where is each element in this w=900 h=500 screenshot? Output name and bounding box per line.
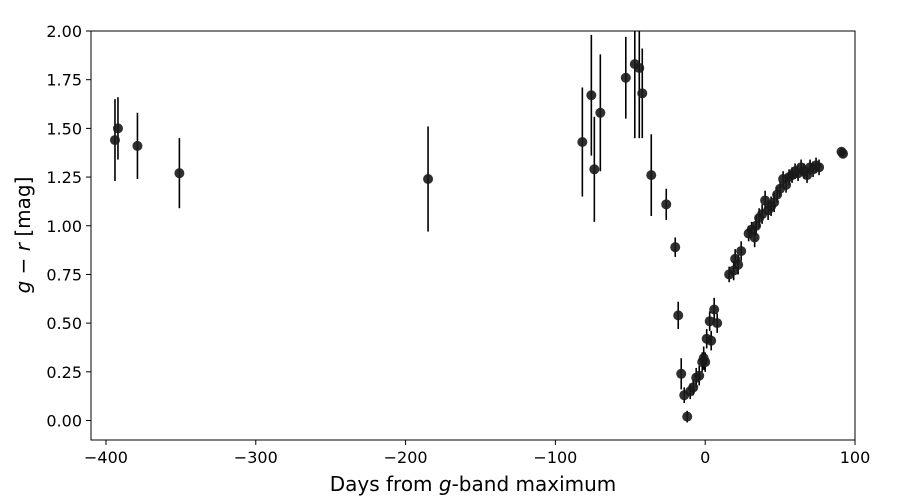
data-point	[709, 304, 720, 315]
data-point	[112, 123, 123, 134]
x-tick-label: −300	[234, 448, 278, 467]
data-point	[814, 162, 825, 173]
y-tick-label: 0.00	[46, 412, 82, 431]
data-point	[423, 174, 434, 185]
plot-frame	[90, 30, 856, 441]
data-point	[736, 246, 747, 257]
data-point	[676, 368, 687, 379]
data-point	[634, 63, 645, 74]
data-point	[174, 168, 185, 179]
data-point	[751, 220, 762, 231]
data-point	[670, 242, 681, 253]
data-point	[589, 164, 600, 175]
x-tick-label: −200	[384, 448, 428, 467]
data-point	[781, 179, 792, 190]
data-point	[712, 318, 723, 329]
data-point	[682, 411, 693, 422]
x-tick-label: −100	[533, 448, 577, 467]
x-tick-label: −400	[84, 448, 128, 467]
y-tick-label: 1.00	[46, 217, 82, 236]
data-point	[577, 137, 588, 148]
data-point	[769, 197, 780, 208]
data-point	[704, 316, 715, 327]
y-tick-label: 1.50	[46, 119, 82, 138]
data-point	[694, 370, 705, 381]
data-point	[586, 90, 597, 101]
data-point	[733, 259, 744, 270]
data-point	[595, 107, 606, 118]
y-tick-label: 0.25	[46, 363, 82, 382]
data-point	[706, 335, 717, 346]
y-tick-label: 0.75	[46, 265, 82, 284]
y-axis-label: g − r [mag]	[11, 177, 35, 294]
data-point	[700, 357, 711, 368]
y-tick-label: 1.25	[46, 168, 82, 187]
y-tick-label: 0.50	[46, 314, 82, 333]
data-point	[620, 72, 631, 83]
data-point	[109, 135, 120, 146]
y-tick-label: 1.75	[46, 71, 82, 90]
data-point	[132, 140, 143, 151]
x-tick-label: 0	[700, 448, 710, 467]
data-point	[646, 170, 657, 181]
x-axis-label: Days from g-band maximum	[330, 472, 617, 496]
data-point	[637, 88, 648, 99]
data-point	[661, 199, 672, 210]
data-point	[749, 232, 760, 243]
y-axis-ticks: 0.00 0.25 0.50 0.75 1.00 1.25 1.50 1.75 2.00	[46, 22, 91, 431]
data-point	[688, 382, 699, 393]
x-tick-label: 100	[840, 448, 871, 467]
data-point	[673, 310, 684, 321]
x-axis-ticks: −400 −300 −200 −100 0 100	[84, 440, 870, 467]
y-tick-label: 2.00	[46, 22, 82, 41]
data-point-layer	[109, 59, 849, 422]
data-point	[838, 148, 849, 159]
